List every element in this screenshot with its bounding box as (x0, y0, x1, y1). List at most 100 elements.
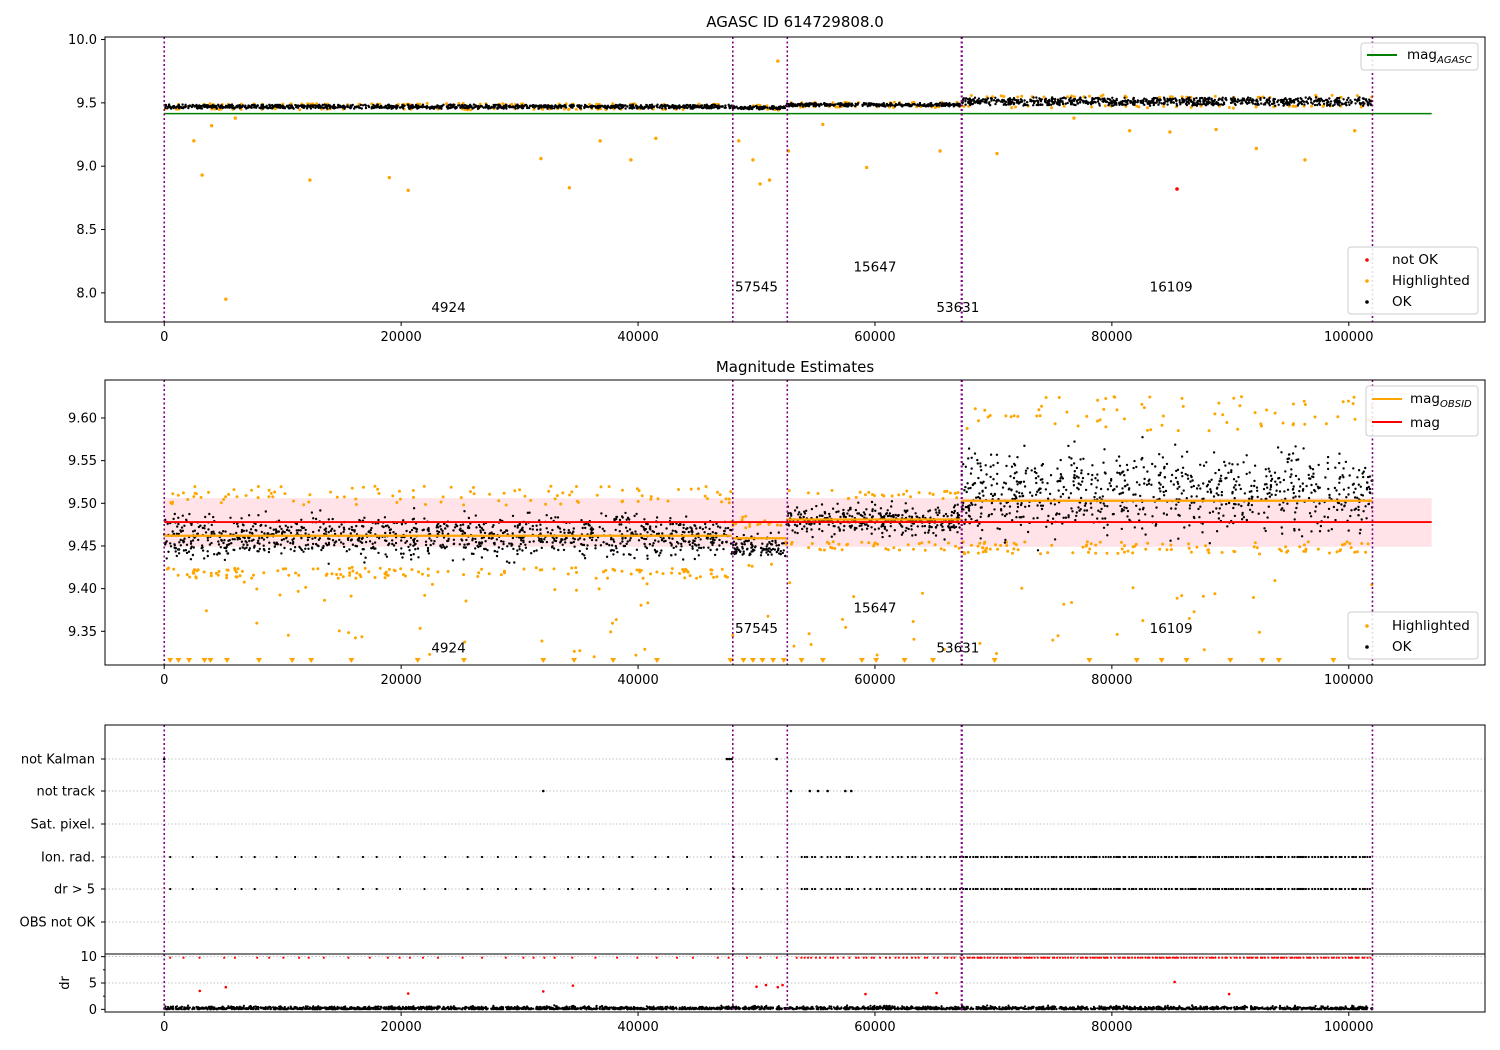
flag-category-label: not track (36, 785, 95, 800)
out-of-range-marker (901, 658, 908, 663)
out-of-range-marker (201, 658, 208, 663)
highlighted-outlier-point (1072, 116, 1076, 120)
highlighted-points (789, 100, 962, 110)
x-tick-label: 20000 (380, 330, 421, 345)
out-of-range-marker (1133, 658, 1140, 663)
out-of-range-marker (740, 658, 747, 663)
highlighted-outlier-point (758, 182, 762, 186)
out-of-range-marker (798, 658, 805, 663)
dr-capped-points (169, 956, 1372, 959)
dr-outlier-point (755, 985, 758, 988)
dr-outlier-point (541, 990, 545, 993)
flags-panel: not Kalman not track Sat. pixel. Ion. rad. d… (20, 724, 1486, 955)
dr-outlier-point (571, 984, 575, 987)
agasc-plot-area: 4924 57545 15647 53631 16109 (163, 37, 1432, 322)
highlighted-outlier-point (995, 151, 999, 156)
highlighted-outlier-point (767, 178, 772, 182)
highlighted-outlier-point (1168, 130, 1172, 134)
dr-outlier-point (781, 983, 784, 987)
flag-category-label: Ion. rad. (41, 851, 95, 866)
highlighted-outlier-point (654, 136, 658, 141)
out-of-range-marker (819, 658, 826, 663)
estimates-panel-title: Magnitude Estimates (716, 358, 874, 376)
dr-outlier-point (1227, 992, 1231, 996)
out-of-range-marker (175, 658, 182, 663)
out-of-range-marker (873, 658, 880, 663)
highlighted-outlier-point (387, 175, 391, 180)
ok-points (731, 104, 787, 111)
obsid-label: 57545 (735, 621, 778, 637)
highlighted-points (962, 93, 1374, 110)
x-tick-label: 40000 (617, 330, 658, 345)
highlighted-outlier-point (567, 186, 572, 190)
dr-axes: 0 20000 40000 60000 80000 100000 0 5 10 (80, 950, 1373, 1035)
legend-ok-label: OK (1392, 294, 1413, 310)
highlighted-outlier-point (308, 178, 312, 182)
dr-axis-label: dr (58, 976, 73, 990)
out-of-range-marker (780, 658, 787, 663)
highlighted-outlier-point (598, 139, 602, 143)
y-tick-label: 9.40 (68, 582, 97, 597)
out-of-range-marker (654, 658, 660, 663)
highlighted-outlier-point (209, 123, 214, 128)
estimates-legend-lines: magOBSID mag (1365, 385, 1479, 437)
ok-points (785, 101, 962, 108)
out-of-range-marker (1183, 658, 1190, 663)
dr-outlier-point (1173, 980, 1176, 984)
obsid-label: 15647 (853, 259, 896, 275)
estimates-legend-points: Highlighted OK (1347, 611, 1479, 660)
obsid-label: 16109 (1150, 621, 1193, 637)
x-tick-label: 40000 (617, 673, 658, 688)
magnitude-estimates-panel: Magnitude Estimates 4924 57545 15647 53631 1… (68, 358, 1486, 688)
obsid-label: 57545 (735, 280, 778, 296)
x-tick-label: 0 (160, 330, 168, 345)
legend-highlighted-label: Highlighted (1392, 618, 1470, 634)
y-tick-label: 9.60 (68, 411, 97, 426)
highlighted-outlier-point (1303, 158, 1307, 162)
obsid-label: 4924 (431, 300, 465, 316)
out-of-range-marker (414, 658, 421, 663)
out-of-range-marker (727, 658, 734, 663)
out-of-range-marker (991, 658, 998, 663)
y-tick-label: 0 (89, 1003, 97, 1018)
agasc-axes-frame (104, 36, 1486, 323)
x-tick-label: 80000 (1091, 330, 1132, 345)
estimates-plot-area: 4924 57545 15647 53631 16109 (163, 380, 1432, 665)
y-tick-label: 9.45 (68, 539, 97, 554)
legend-highlighted-label: Highlighted (1392, 273, 1470, 289)
highlighted-outlier-point (737, 139, 741, 143)
dr-outlier-point (864, 992, 867, 996)
x-tick-label: 0 (160, 673, 168, 688)
obsid-label: 4924 (431, 641, 465, 657)
out-of-range-marker (1330, 658, 1337, 663)
highlighted-outlier-point (1254, 146, 1259, 151)
out-of-range-marker (1086, 658, 1093, 663)
ok-points (163, 103, 733, 110)
flags-axes: not Kalman not track Sat. pixel. Ion. rad. d… (20, 753, 105, 931)
out-of-range-marker (1227, 658, 1234, 663)
obsid-label: 15647 (853, 601, 896, 617)
x-tick-label: 80000 (1091, 673, 1132, 688)
agasc-panel-title: AGASC ID 614729808.0 (706, 13, 884, 31)
x-tick-label: 20000 (380, 673, 421, 688)
x-tick-label: 60000 (854, 1020, 895, 1035)
x-tick-label: 40000 (617, 1020, 658, 1035)
legend-ok-marker (1365, 300, 1369, 304)
agasc-magnitude-panel: AGASC ID 614729808.0 4924 57545 15647 53631… (68, 13, 1486, 345)
dr-plot-area (105, 954, 1485, 1012)
out-of-range-marker (930, 658, 936, 663)
out-of-range-marker (858, 658, 865, 663)
highlighted-outlier-point (539, 156, 543, 161)
legend-mag-agasc-label: magAGASC (1407, 47, 1472, 66)
flag-category-label: dr > 5 (54, 883, 95, 898)
highlighted-outlier-point (751, 158, 755, 162)
dr-outlier-point (406, 992, 410, 995)
estimates-axes-frame (104, 379, 1486, 666)
y-tick-label: 9.55 (68, 454, 97, 469)
highlighted-points (730, 514, 783, 568)
not-ok-point (1175, 187, 1179, 191)
out-of-range-marker (460, 658, 467, 663)
dr-outlier-point (764, 983, 768, 987)
y-tick-label: 9.35 (68, 625, 97, 640)
legend-box (1347, 611, 1479, 660)
